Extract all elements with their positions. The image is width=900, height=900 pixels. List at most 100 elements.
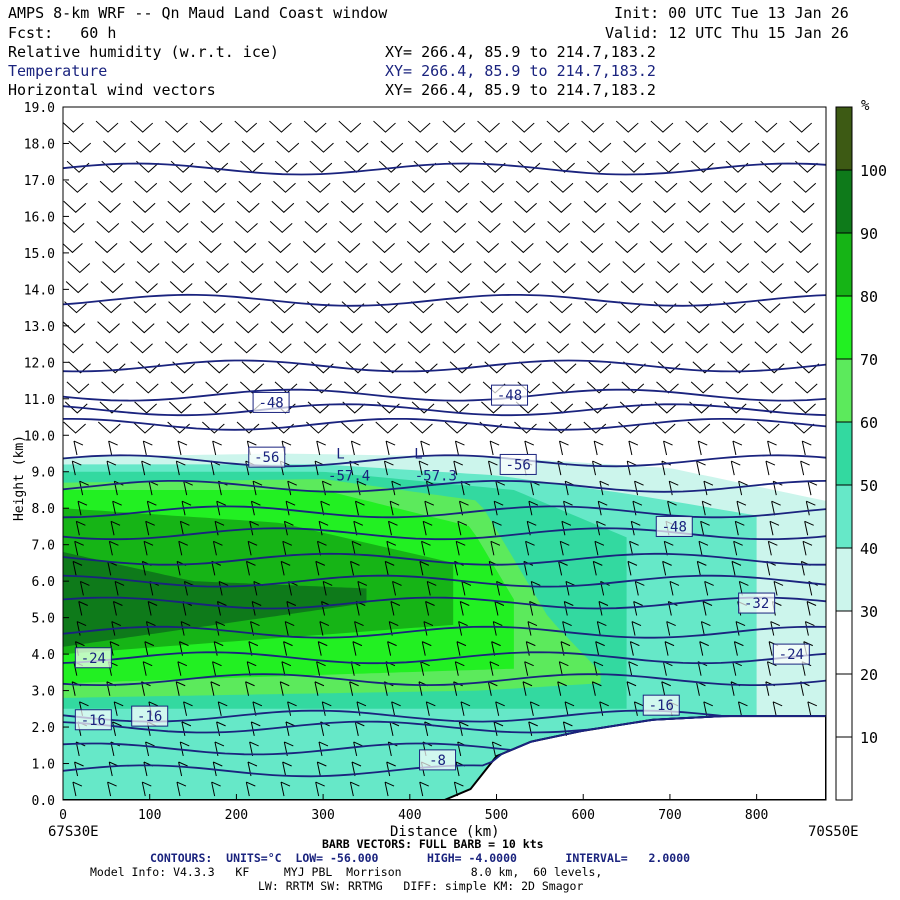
wind-barb [285,721,296,736]
wind-barb [802,540,813,556]
wind-barb [271,200,295,213]
wind-barb [732,440,743,456]
wind-barb [245,781,256,797]
wind-barb [414,261,437,274]
field-wind-name: Horizontal wind vectors [8,81,216,99]
wind-barb [789,120,813,133]
isotherm [63,388,826,402]
wind-barb [339,321,363,334]
wind-barb [477,220,501,234]
wind-barb [132,200,156,213]
wind-barb [94,241,118,254]
wind-barb [704,580,714,596]
wind-barb [67,261,91,274]
wind-barb [724,281,748,294]
plot-frame [62,106,827,801]
wind-barb [495,701,505,716]
wind-barb [63,121,84,133]
wind-barb [721,321,745,334]
wind-barb [198,241,222,254]
y-tick-label: 2.0 [32,721,55,736]
wind-barb [268,241,291,254]
wind-barb [753,241,777,254]
wind-barb [454,661,465,676]
wind-barb [410,421,433,434]
wind-barb [793,401,816,414]
wind-barb [634,480,644,496]
wind-barb [210,681,221,696]
wind-barb [390,601,401,616]
wind-barb [354,621,364,636]
wind-barb [593,440,604,456]
wind-barb [373,341,396,354]
wind-barb [100,281,124,294]
wind-barb [455,540,466,556]
wind-barb [217,701,228,716]
wind-barb [650,341,674,354]
isotherm [63,709,826,723]
wind-barb [315,781,325,797]
wind-barb [204,281,228,294]
wind-barb [421,641,432,656]
wind-barb [352,641,363,656]
wind-barb [384,781,395,797]
y-tick-label: 13.0 [24,320,55,335]
wind-barb [759,281,783,294]
wind-barb [621,381,645,394]
contour-label-box [499,453,537,475]
wind-barb [273,281,297,294]
wind-barb [372,241,395,254]
wind-barb [63,321,86,334]
wind-barb [654,180,678,193]
wind-barb [525,641,536,656]
wind-barb [72,781,83,797]
wind-barb [241,361,265,374]
wind-barb [112,601,123,616]
y-tick-label: 11.0 [24,393,55,408]
wind-barb [422,520,433,536]
contour-label: -16 [649,698,674,714]
wind-barb [415,361,438,374]
contour-label-box [772,643,810,665]
y-tick-label: 3.0 [32,685,55,700]
wind-barb [426,580,437,596]
wind-barb [246,661,257,676]
wind-barb [171,261,195,274]
wind-barb [235,220,258,234]
wind-barb [796,140,820,153]
wind-barb [309,160,333,173]
wind-barb [657,361,681,374]
wind-barb [493,500,504,516]
wind-barb [385,440,396,456]
wind-barb [730,460,741,476]
extrema-label: L [414,447,422,463]
wind-barb [415,140,438,153]
wind-barb [654,401,678,414]
wind-barb [731,560,742,576]
contour-label: -48 [258,395,283,411]
contour-label: -8 [429,753,446,769]
wind-barb [689,180,713,193]
wind-barb [545,241,569,254]
wind-barb [454,440,465,456]
isotherm [63,651,826,665]
wind-barb [519,140,542,153]
wind-barb [282,761,292,777]
wind-barb [287,701,297,716]
isotherm [63,418,826,431]
wind-barb [686,220,709,234]
wind-barb [373,120,396,133]
wind-barb [594,540,605,556]
colorbar-segment [836,107,852,170]
wind-barb [319,621,330,636]
wind-barb [807,701,818,716]
wind-barb [170,381,194,394]
wind-barb [106,460,117,476]
contour-label: -24 [81,651,106,667]
start-location-label: 67S30E [48,824,99,840]
x-tick-label: 200 [225,808,248,823]
wind-barb [78,601,88,616]
wind-barb [561,520,572,536]
wind-barb [484,140,508,153]
wind-barb [99,401,123,414]
